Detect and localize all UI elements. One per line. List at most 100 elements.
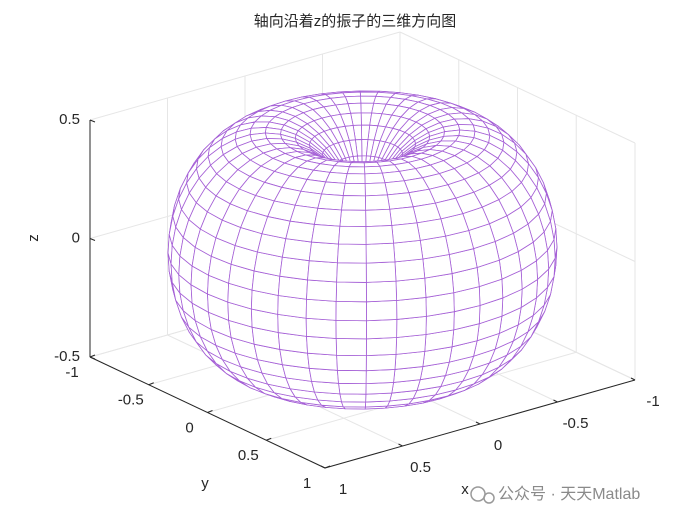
mesh-cell <box>393 239 424 263</box>
mesh-cell <box>364 182 388 197</box>
tick-mark <box>266 437 272 441</box>
x-tick-label: -0.5 <box>563 415 589 432</box>
y-tick-label: 0.5 <box>238 447 259 464</box>
mesh-cell <box>389 206 418 226</box>
mesh-cell <box>365 280 398 303</box>
mesh-cell <box>365 261 397 283</box>
mesh-cell <box>364 172 386 185</box>
y-tick-label: -0.5 <box>118 392 144 409</box>
mesh-cell <box>365 242 396 264</box>
watermark-icon <box>483 492 495 504</box>
x-tick-label: -1 <box>646 393 659 410</box>
mesh-cell <box>396 297 427 320</box>
mesh-cell <box>344 173 366 185</box>
watermark-text: 公众号 · 天天Matlab <box>498 485 640 503</box>
tick-mark <box>89 238 96 241</box>
mesh-cell <box>391 222 421 244</box>
axes <box>89 119 636 469</box>
tick-mark <box>398 443 403 447</box>
tick-mark <box>630 377 636 381</box>
mesh-cell <box>348 162 365 168</box>
mesh-cell <box>337 243 367 264</box>
y-tick-label: 0 <box>185 419 193 436</box>
mesh-cell <box>359 91 379 97</box>
y-tick-label: -1 <box>65 364 78 381</box>
mesh-cell <box>285 220 315 243</box>
mesh-cell <box>311 224 341 245</box>
mesh-cell <box>365 225 394 245</box>
mesh-cell <box>305 317 337 339</box>
tick-mark <box>89 354 96 358</box>
mesh-cell <box>396 315 427 338</box>
mesh-cell <box>264 132 283 140</box>
chart-title: 轴向沿着z的振子的三维方向图 <box>254 13 457 30</box>
y-axis-label: y <box>201 475 209 492</box>
tick-mark <box>324 465 331 469</box>
mesh-cell <box>365 337 398 357</box>
mesh-cell <box>341 195 367 211</box>
mesh-cell <box>394 258 426 282</box>
grid-line <box>89 31 401 121</box>
tick-mark <box>89 119 96 123</box>
x-axis-label: x <box>461 481 469 498</box>
mesh-cell <box>361 124 371 141</box>
mesh-cell <box>307 352 338 371</box>
mesh-cell <box>364 165 383 175</box>
mesh-cell <box>342 182 366 197</box>
mesh <box>167 90 558 410</box>
x-tick-label: 0 <box>494 437 502 454</box>
x-tick-label: 1 <box>339 481 347 498</box>
z-tick-label: -0.5 <box>54 348 80 365</box>
mesh-cell <box>308 367 339 384</box>
mesh-cell <box>360 95 377 104</box>
mesh-cell <box>335 281 367 303</box>
mesh-cell <box>395 277 427 301</box>
mesh-cell <box>416 218 446 241</box>
mesh-cell <box>365 353 397 372</box>
mesh-cell <box>306 279 338 302</box>
mesh-cell <box>339 209 367 228</box>
mesh-cell <box>321 181 346 196</box>
y-tick-label: 1 <box>303 475 311 492</box>
tick-mark <box>320 465 326 469</box>
mesh-cell <box>335 300 367 322</box>
mesh-cell <box>317 193 344 211</box>
mesh-cell <box>325 172 348 184</box>
mesh-cell <box>335 319 367 340</box>
mesh-cell <box>281 238 312 262</box>
mesh-cell <box>339 393 367 403</box>
tick-mark <box>89 356 96 360</box>
mesh-cell <box>336 262 367 283</box>
tick-mark <box>475 421 481 425</box>
tick-mark <box>207 410 213 413</box>
x-tick-label: 0.5 <box>410 459 431 476</box>
mesh-cell <box>314 207 342 227</box>
mesh-cell <box>365 382 394 395</box>
mesh-cell <box>279 256 310 281</box>
mesh-cell <box>387 192 414 210</box>
mesh-cell <box>305 298 337 321</box>
mesh-cell <box>337 369 367 385</box>
mesh-cell <box>346 166 366 175</box>
z-tick-label: 0 <box>72 229 80 246</box>
mesh-cell <box>338 382 367 395</box>
mesh-cell <box>336 354 367 372</box>
mesh-cell <box>308 241 339 264</box>
tick-mark <box>148 382 154 386</box>
watermark: 公众号 · 天天Matlab <box>470 485 640 504</box>
mesh-cell <box>341 401 367 408</box>
mesh-cell <box>364 194 391 211</box>
z-axis-label: z <box>25 234 42 242</box>
mesh-cell <box>365 369 396 385</box>
tick-mark <box>553 399 558 403</box>
mesh-cell <box>307 260 338 283</box>
mesh-cell <box>366 300 398 322</box>
mesh-cell <box>365 208 393 228</box>
z-tick-label: 0.5 <box>59 111 80 128</box>
mesh-cell <box>366 319 398 340</box>
mesh-cell <box>306 335 338 356</box>
mesh-cell <box>335 338 367 357</box>
mesh-cell <box>338 225 367 245</box>
grid-line <box>399 31 636 144</box>
